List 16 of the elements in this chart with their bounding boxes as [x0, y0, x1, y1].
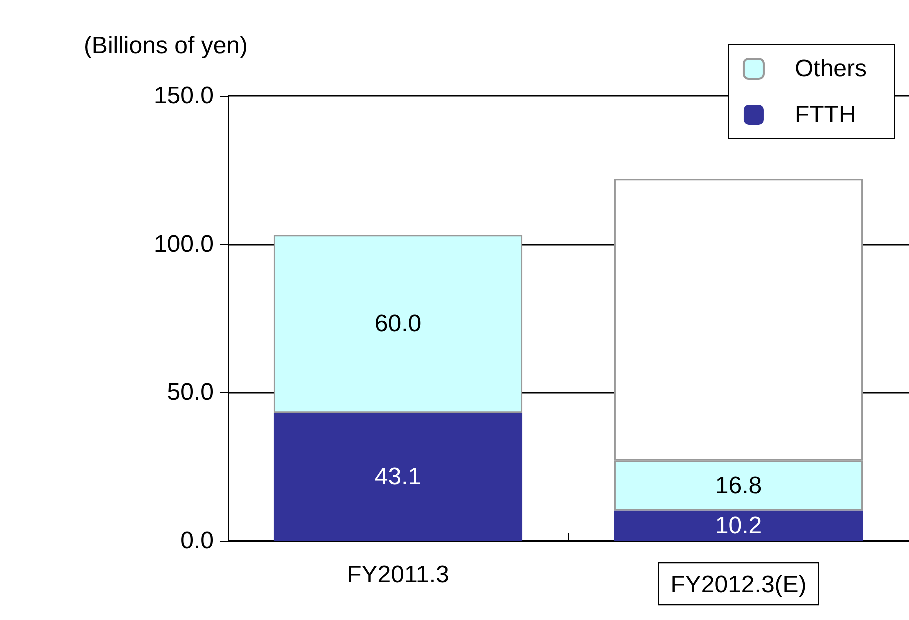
x-tick-label: FY2011.3: [347, 562, 450, 588]
y-tick-label: 0.0: [180, 528, 214, 554]
x-tick-label: FY2012.3(E): [670, 572, 807, 598]
legend-label: Others: [794, 56, 868, 82]
y-tick-label: 50.0: [167, 379, 214, 406]
data-label: 16.8: [715, 472, 762, 500]
legend-label: FTTH: [794, 102, 856, 128]
data-label: 10.2: [715, 512, 762, 540]
bar: [274, 413, 523, 541]
y-tick-label: 100.0: [154, 230, 214, 258]
y-axis-title: (Billions of yen): [84, 32, 248, 60]
y-tick-label: 150.0: [154, 82, 214, 110]
data-label: 43.1: [374, 464, 422, 491]
bar: [274, 235, 523, 414]
data-label: 60.0: [374, 310, 422, 338]
bar: [614, 510, 864, 541]
